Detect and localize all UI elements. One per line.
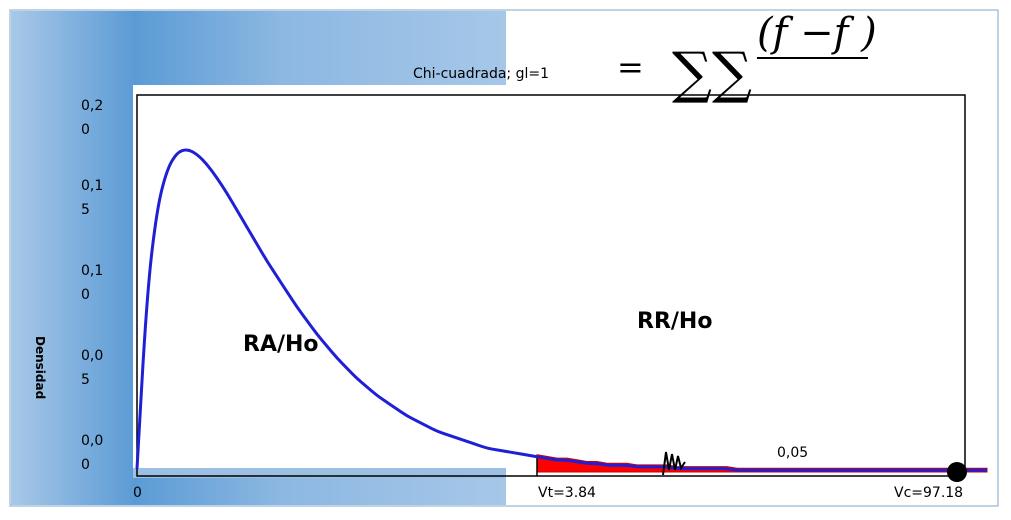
y-tick-label-2-cont: 0	[81, 287, 90, 303]
y-axis-label: Densidad	[33, 336, 47, 399]
formula-summation: ∑∑	[672, 41, 752, 106]
formula-equals: =	[617, 48, 644, 86]
y-tick-label-4-cont: 0	[81, 457, 90, 473]
y-tick-label-3-cont: 5	[81, 372, 90, 388]
y-tick-label-3: 0,0	[81, 348, 103, 364]
squiggle-mark	[662, 451, 686, 476]
calculated-value-label: Vc=97.18	[894, 485, 963, 501]
calculated-value-point	[947, 462, 967, 482]
y-tick-labels: 0,2 0 0,1 5 0,1 0 0,0 5 0,0 0	[81, 98, 103, 473]
chart-title: Chi-cuadrada; gl=1	[413, 66, 549, 82]
plot-border	[136, 94, 966, 477]
y-tick-label-4: 0,0	[81, 433, 103, 449]
y-tick-label-2: 0,1	[81, 263, 103, 279]
table-value-label: Vt=3.84	[538, 485, 596, 501]
y-tick-label-1-cont: 5	[81, 202, 90, 218]
chart-area-background	[133, 85, 988, 475]
y-tick-label-1: 0,1	[81, 178, 103, 194]
x-tick-label: 0	[133, 485, 142, 501]
rejection-region-label: RR/Ho	[637, 309, 712, 334]
y-tick-label-0-cont: 0	[81, 122, 90, 138]
formula-numerator: (f −f )	[757, 10, 877, 56]
alpha-label: 0,05	[777, 445, 808, 461]
acceptance-region-label: RA/Ho	[243, 332, 319, 357]
density-curve	[135, 148, 987, 472]
axis-strip	[133, 468, 506, 478]
y-tick-label-0: 0,2	[81, 98, 103, 114]
